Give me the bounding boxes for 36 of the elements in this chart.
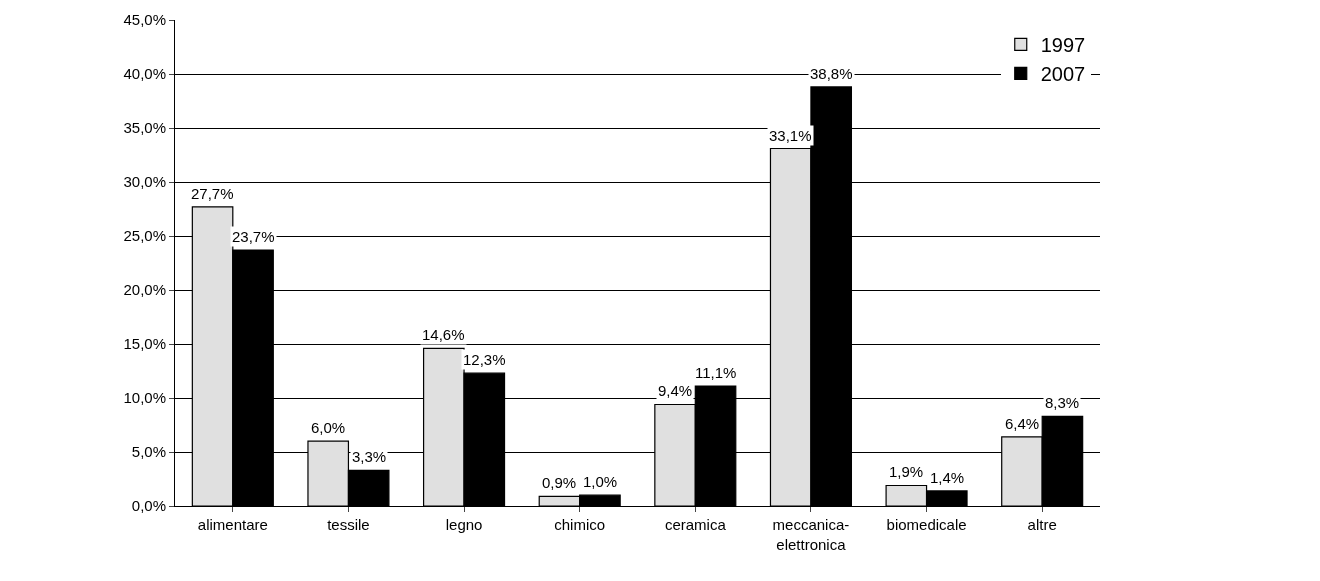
y-tick-label: 15,0% — [123, 335, 166, 353]
x-tick-label: tessile — [327, 516, 370, 533]
y-tick-label: 35,0% — [123, 119, 166, 137]
y-tick-label: 20,0% — [123, 281, 166, 299]
x-tick-label: altre — [1027, 516, 1057, 533]
data-label: 33,1% — [769, 127, 812, 144]
x-tick-label: ceramica — [664, 516, 727, 533]
data-label: 6,0% — [311, 419, 346, 436]
data-label: 12,3% — [463, 351, 506, 368]
y-tick-label: 5,0% — [131, 443, 166, 461]
data-label: 38,8% — [810, 65, 853, 82]
data-label: 14,6% — [422, 326, 465, 343]
data-label: 8,3% — [1045, 394, 1080, 411]
data-label: 23,7% — [232, 228, 275, 245]
y-tick-label: 25,0% — [123, 227, 166, 245]
data-label: 3,3% — [352, 448, 387, 465]
x-tick-label: alimentare — [197, 516, 268, 533]
data-label: 1,0% — [583, 473, 618, 490]
y-tick-label: 40,0% — [123, 65, 166, 83]
data-label: 9,4% — [658, 382, 693, 399]
x-tick-label: legno — [445, 516, 483, 533]
data-label: 0,9% — [542, 474, 577, 491]
data-label: 6,4% — [1005, 415, 1040, 432]
x-tick-label: chimico — [554, 516, 606, 533]
y-tick-label: 0,0% — [131, 497, 166, 515]
y-tick-label: 30,0% — [123, 173, 166, 191]
x-tick-label: meccanica-elettronica — [772, 516, 850, 553]
legend-label: 1997 — [1040, 34, 1086, 57]
data-label: 27,7% — [191, 185, 234, 202]
legend-label: 2007 — [1040, 63, 1086, 86]
data-label: 1,4% — [930, 469, 965, 486]
data-label: 11,1% — [695, 364, 737, 381]
y-tick-label: 45,0% — [123, 11, 166, 29]
data-label: 1,9% — [889, 463, 924, 480]
x-tick-label: biomedicale — [886, 516, 967, 533]
y-tick-label: 10,0% — [123, 389, 166, 407]
